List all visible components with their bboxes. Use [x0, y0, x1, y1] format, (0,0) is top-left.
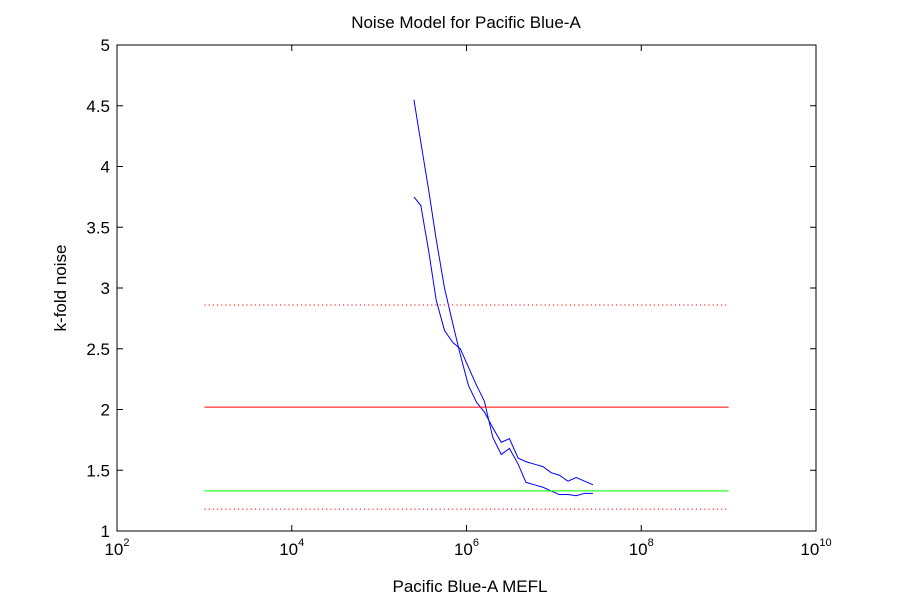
- plot-area-frame: [116, 44, 817, 532]
- chart-title: Noise Model for Pacific Blue-A: [351, 13, 581, 32]
- x-tick-label-3: 106: [454, 537, 479, 559]
- series-layer: [204, 99, 729, 510]
- y-tick-label-2: 1.5: [86, 461, 110, 480]
- y-tick-label-6: 3.5: [86, 218, 110, 237]
- series-line-2: [413, 196, 593, 497]
- y-tick-label-7: 4: [101, 158, 110, 177]
- y-tick-label-8: 4.5: [86, 97, 110, 116]
- y-tick-label-1: 1: [101, 522, 110, 541]
- x-tick-label-1: 102: [104, 537, 129, 559]
- y-tick-label-5: 3: [101, 279, 110, 298]
- tick-labels-layer: 102 104 106 108 1010 1 1.5 2 2.5 3 3.5 4 4.5 5: [86, 36, 831, 559]
- x-tick-label-2: 104: [279, 537, 304, 559]
- x-axis-label: Pacific Blue-A MEFL: [393, 577, 548, 596]
- series-line-1: [413, 99, 594, 486]
- y-tick-label-4: 2.5: [86, 340, 110, 359]
- ticks-layer: [116, 44, 817, 532]
- y-axis-label: k-fold noise: [51, 245, 70, 332]
- y-tick-label-9: 5: [101, 36, 110, 55]
- x-tick-label-5: 1010: [800, 537, 831, 559]
- y-tick-label-3: 2: [101, 401, 110, 420]
- x-tick-label-4: 108: [629, 537, 654, 559]
